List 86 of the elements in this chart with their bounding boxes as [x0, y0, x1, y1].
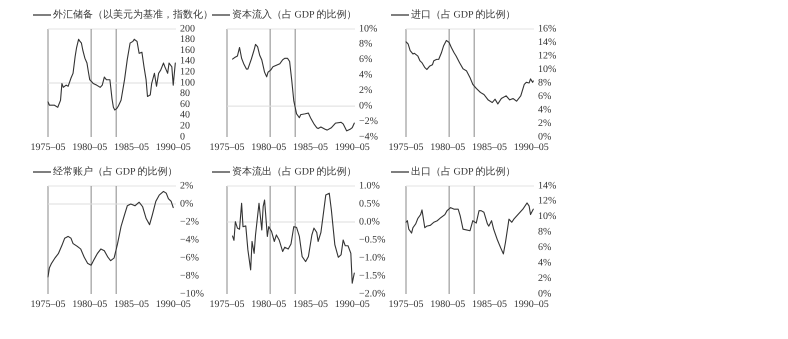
y-tick-label: −1.5% — [359, 270, 386, 282]
y-tick-label: 180 — [180, 34, 195, 46]
y-tick-label: 2% — [538, 272, 552, 284]
y-tick-label: −10% — [180, 288, 204, 300]
legend-label: 出口（占 GDP 的比例） — [411, 165, 516, 178]
line-series — [232, 44, 355, 132]
y-tick-label: 120 — [180, 66, 195, 78]
x-tick-label: 1985–05 — [114, 299, 149, 310]
x-tick-label: 1980–05 — [430, 299, 466, 310]
y-tick-label: 140 — [180, 56, 195, 67]
y-tick-label: 2% — [359, 85, 372, 96]
y-tick-label: 8% — [359, 38, 372, 50]
y-tick-label: 200 — [180, 23, 195, 34]
x-tick-label: 1980–05 — [72, 299, 108, 310]
x-tick-label: 1985–05 — [292, 142, 328, 153]
y-tick-label: 4% — [538, 257, 552, 268]
y-tick-label: 1.0% — [359, 180, 380, 192]
x-tick-label: 1975–05 — [30, 142, 66, 153]
y-tick-label: 4% — [538, 104, 552, 116]
y-tick-label: 0% — [538, 288, 552, 300]
y-tick-label: 6% — [538, 90, 552, 102]
y-tick-label: 14% — [538, 36, 556, 48]
x-tick-label: 1980–05 — [251, 299, 286, 310]
x-tick-label: 1975–05 — [210, 299, 244, 310]
y-tick-label: 12% — [538, 196, 556, 207]
x-tick-label: 1990–05 — [156, 142, 191, 153]
y-tick-label: −6% — [180, 252, 199, 264]
y-tick-label: 14% — [538, 180, 556, 192]
line-series — [405, 202, 534, 254]
line-series — [232, 192, 355, 284]
x-tick-label: 1975–05 — [210, 142, 244, 153]
x-tick-label: 1980–05 — [430, 142, 466, 153]
x-tick-label: 1990–05 — [156, 299, 191, 310]
line-series — [47, 190, 174, 278]
x-tick-label: 1985–05 — [292, 299, 328, 310]
y-tick-label: 12% — [538, 50, 556, 62]
y-tick-label: 0.5% — [359, 198, 380, 210]
y-tick-label: 0% — [180, 198, 194, 210]
y-tick-label: 0% — [538, 131, 552, 142]
y-tick-label: −1.0% — [359, 252, 386, 264]
x-tick-label: 1980–05 — [251, 142, 286, 153]
x-tick-label: 1990–05 — [514, 142, 549, 153]
y-tick-label: 10% — [538, 211, 556, 222]
y-tick-label: −8% — [180, 270, 199, 282]
y-tick-label: 80 — [180, 88, 190, 100]
y-tick-label: −4% — [359, 131, 378, 142]
line-series — [405, 40, 534, 104]
x-tick-label: 1975–05 — [388, 142, 424, 153]
y-tick-label: 6% — [359, 54, 372, 66]
y-tick-label: 8% — [538, 226, 552, 238]
x-tick-label: 1990–05 — [334, 142, 370, 153]
x-tick-label: 1980–05 — [72, 142, 108, 153]
x-tick-label: 1985–05 — [114, 142, 149, 153]
y-tick-label: 10% — [538, 64, 556, 75]
x-tick-label: 1990–05 — [514, 299, 549, 310]
y-tick-label: 16% — [538, 23, 556, 34]
y-tick-label: 6% — [538, 242, 552, 254]
y-tick-label: 10% — [359, 23, 378, 34]
y-tick-label: 0.0% — [359, 216, 380, 228]
y-tick-label: 160 — [180, 44, 195, 56]
x-tick-label: 1990–05 — [334, 299, 370, 310]
x-tick-label: 1975–05 — [30, 299, 66, 310]
legend-label: 经常账户（占 GDP 的比例） — [53, 165, 178, 178]
y-tick-label: 0% — [359, 100, 372, 112]
legend-label: 进口（占 GDP 的比例） — [411, 8, 516, 20]
y-tick-label: −2.0% — [359, 288, 386, 300]
y-tick-label: 0 — [180, 131, 185, 142]
y-tick-label: −4% — [180, 234, 199, 246]
legend-label: 资本流入（占 GDP 的比例） — [232, 8, 357, 20]
y-tick-label: −2% — [359, 116, 378, 127]
y-tick-label: 2% — [538, 118, 552, 129]
y-tick-label: −0.5% — [359, 234, 386, 246]
y-tick-label: 60 — [180, 98, 190, 110]
line-series — [47, 38, 176, 111]
y-tick-label: 2% — [180, 180, 194, 192]
y-tick-label: 4% — [359, 70, 372, 81]
y-tick-label: 40 — [180, 110, 190, 121]
x-tick-label: 1985–05 — [472, 299, 507, 310]
legend-label: 外汇储备（以美元为基准，指数化） — [53, 8, 213, 20]
y-tick-label: −2% — [180, 216, 199, 228]
x-tick-label: 1975–05 — [388, 299, 424, 310]
y-tick-label: 20 — [180, 120, 190, 132]
x-tick-label: 1985–05 — [472, 142, 507, 153]
y-tick-label: 8% — [538, 77, 552, 88]
legend-label: 资本流出（占 GDP 的比例） — [232, 165, 357, 178]
y-tick-label: 100 — [180, 77, 195, 88]
